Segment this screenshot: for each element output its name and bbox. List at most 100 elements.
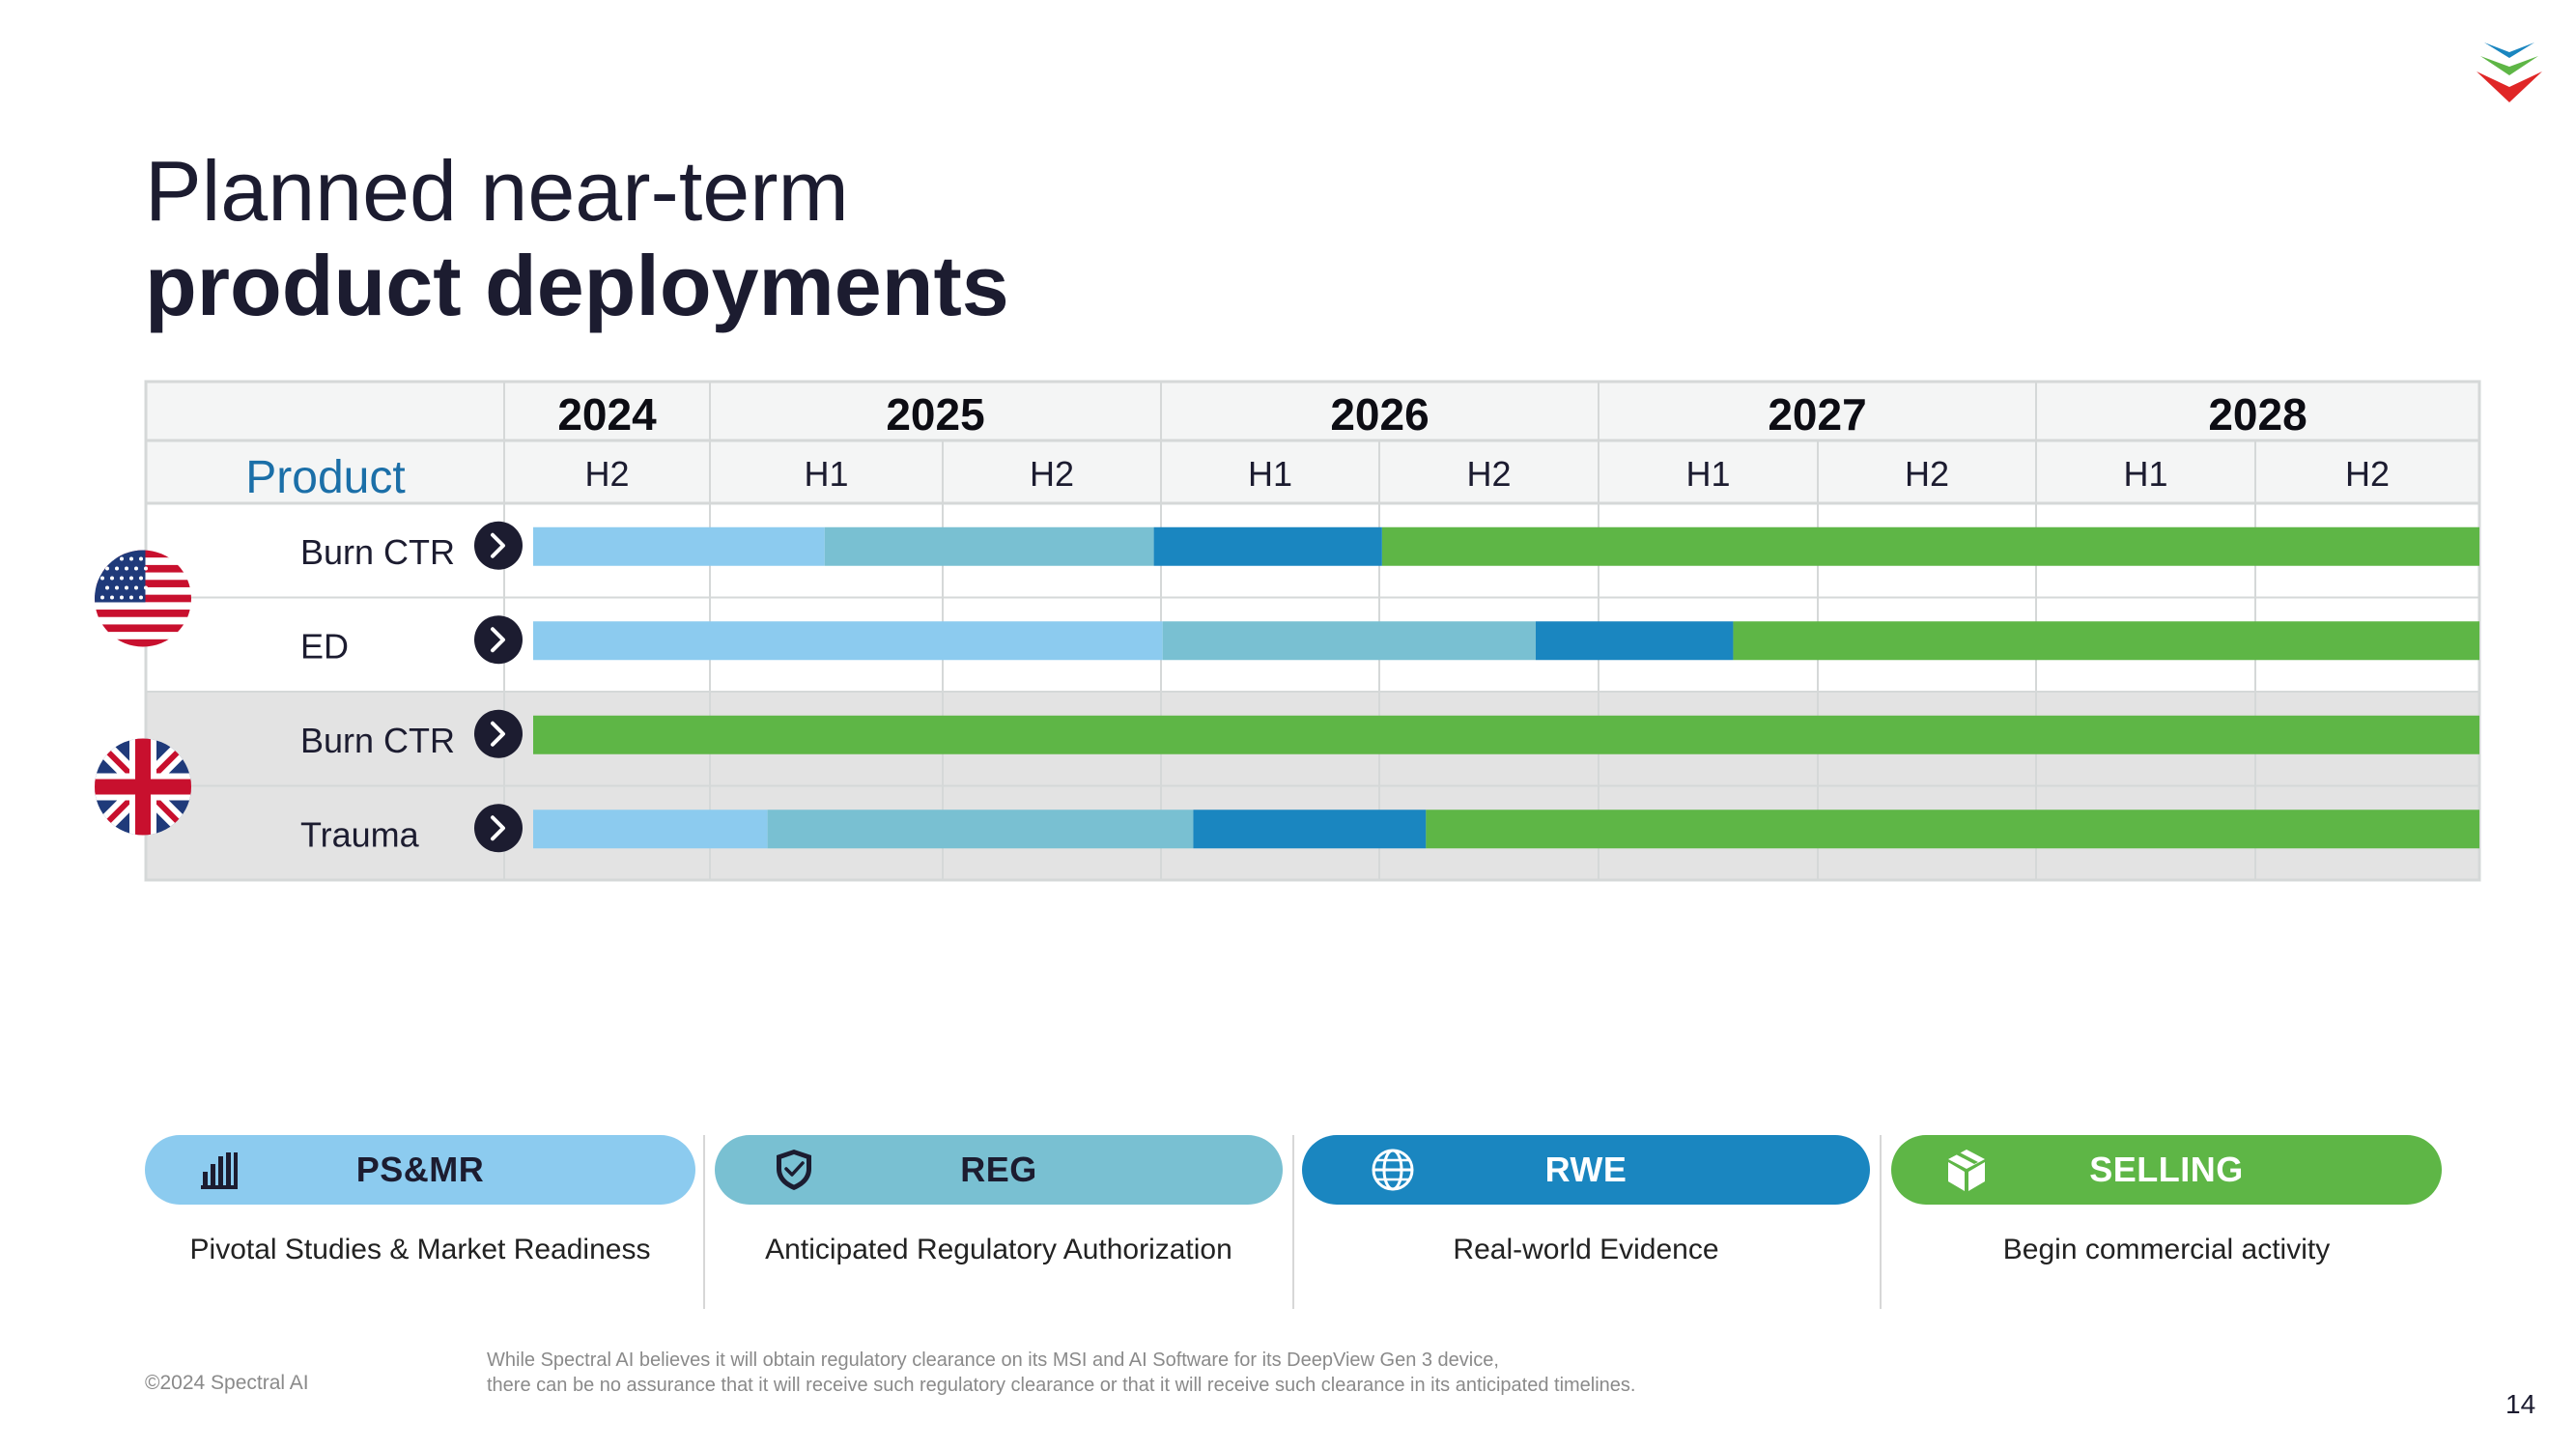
globe-icon [1372,1149,1414,1191]
flag-star [100,576,104,581]
flag-star [144,566,148,571]
chevron-arrow [491,627,505,653]
flag-star [105,585,109,590]
title-line-2: product deployments [145,238,1009,333]
chevron-arrow [491,532,505,558]
legend-item-rwe: RWE Real-world Evidence [1302,1135,1870,1309]
legend-desc-selling: Begin commercial activity [2002,1234,2331,1265]
timeline-bar-selling [533,715,2479,754]
legend-pill-selling: SELLING [1891,1135,2442,1205]
bar-chart-icon [201,1152,238,1189]
flag-star [139,595,143,600]
disclaimer-text: While Spectral AI believes it will obtai… [487,1348,1635,1398]
half-label: H2 [1905,454,1949,494]
legend-pill-psmr: PS&MR [145,1135,695,1205]
flag-star [115,566,119,571]
flag-star [110,576,114,581]
year-label: 2026 [1330,389,1429,440]
legend-item-selling: SELLING Begin commercial activity [1891,1135,2442,1309]
uk-flag-icon [95,738,191,836]
half-label: H1 [804,454,848,494]
timeline-bar-reg [824,526,1154,566]
page-number: 14 [2505,1389,2536,1419]
flag-star [115,585,119,590]
legend-divider [1880,1135,1882,1309]
shield-check-icon [777,1150,811,1190]
legend-desc-rwe: Real-world Evidence [1453,1234,1719,1265]
timeline-bar-rwe [1535,621,1734,661]
flag-cross-red-h [95,779,191,795]
spectral-ai-logo [2477,43,2542,102]
chevron-arrow [491,721,505,747]
chevron-circle [474,804,523,853]
half-label: H1 [2123,454,2167,494]
legend-divider [1292,1135,1294,1309]
legend-pill-rwe: RWE [1302,1135,1870,1205]
chevron-circle [474,709,523,758]
half-label: H2 [2345,454,2390,494]
timeline-bar-selling [1426,810,2479,849]
flag-stripe [95,632,191,640]
flag-star [100,595,104,600]
title-line-1: Planned near-term [145,143,849,239]
chevron-circle [474,615,523,665]
flag-star [129,576,133,581]
half-label: H2 [1030,454,1074,494]
timeline-bar-psmr [533,810,768,849]
chevron-circle [474,521,523,570]
flag-star [120,595,124,600]
timeline-bar-reg [767,810,1194,849]
chevron-arrow [491,815,505,841]
year-label: 2028 [2208,389,2307,440]
timeline-bar-reg [1162,621,1536,661]
timeline-bar-rwe [1193,810,1427,849]
us-flag-icon [95,550,191,647]
legend-pill-reg: REG [715,1135,1283,1205]
flag-stripe [95,610,191,618]
flag-stripe [95,639,191,647]
timeline-bar-selling [1381,526,2479,566]
phase-legend: PS&MR Pivotal Studies & Market Readiness… [145,1135,2463,1309]
timeline-bar-psmr [533,526,825,566]
flag-star [144,585,148,590]
flag-star [100,556,104,561]
flag-star [134,566,138,571]
half-label: H2 [1466,454,1511,494]
year-label: 2027 [1768,389,1866,440]
timeline-bar-psmr [533,621,1163,661]
package-icon [1948,1150,1985,1191]
product-row-label: Trauma [300,814,420,854]
half-label: H2 [584,454,629,494]
flag-star [139,576,143,581]
flag-star [105,566,109,571]
flag-stripe [95,616,191,625]
flag-star [110,595,114,600]
legend-item-psmr: PS&MR Pivotal Studies & Market Readiness [145,1135,695,1309]
legend-label-rwe: RWE [1544,1150,1628,1189]
header-background [146,382,2479,503]
page-title: Planned near-term product deployments [145,145,1009,334]
flag-stripe [95,602,191,611]
year-label: 2024 [557,389,657,440]
flag-star [125,585,128,590]
disclaimer-line-2: there can be no assurance that it will r… [487,1375,1636,1396]
flag-star [120,556,124,561]
legend-label-selling: SELLING [2089,1150,2244,1189]
timeline-bar-selling [1733,621,2479,661]
legend-item-reg: REG Anticipated Regulatory Authorization [715,1135,1283,1309]
product-row-label: ED [300,626,349,666]
legend-desc-psmr: Pivotal Studies & Market Readiness [189,1234,651,1265]
flag-star [129,595,133,600]
product-row-label: Burn CTR [300,721,455,760]
flag-star [134,585,138,590]
flag-star [125,566,128,571]
chevron-right-icon [474,521,523,570]
copyright-text: ©2024 Spectral AI [145,1372,309,1394]
product-header: Product [245,452,405,503]
legend-divider [703,1135,705,1309]
flag-star [129,556,133,561]
legend-label-reg: REG [960,1150,1037,1189]
chevron-right-icon [474,615,523,665]
legend-desc-reg: Anticipated Regulatory Authorization [765,1234,1232,1265]
timeline-bar-rwe [1153,526,1382,566]
